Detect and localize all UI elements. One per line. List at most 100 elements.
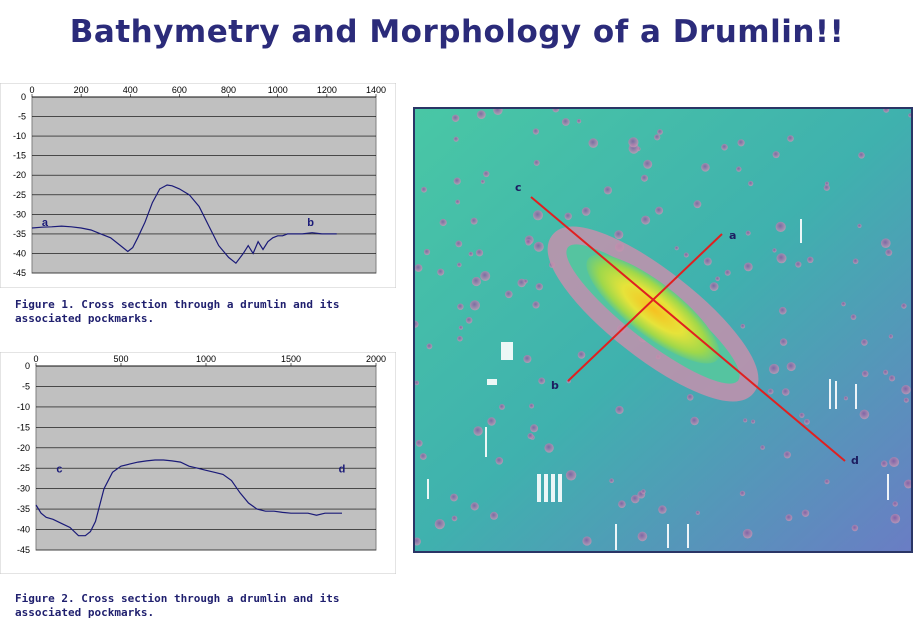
pockmark: [415, 537, 421, 546]
pockmark: [470, 502, 479, 511]
chart-2-x-tick-label: 2000: [366, 354, 386, 364]
chart-1-series-line: [31, 184, 337, 265]
pockmark: [824, 181, 830, 186]
pockmark: [480, 271, 491, 281]
pockmark: [739, 490, 746, 497]
pockmark: [533, 159, 540, 166]
pockmark: [505, 290, 513, 299]
pockmark: [657, 129, 663, 135]
pockmark: [767, 388, 774, 395]
pockmark: [455, 199, 461, 205]
chart-2-x-tick-label: 1500: [281, 354, 301, 364]
pockmark: [421, 186, 427, 193]
pockmark: [480, 179, 485, 184]
pockmark: [457, 335, 463, 342]
pockmark: [618, 500, 626, 509]
pockmark: [538, 377, 546, 385]
pockmark: [715, 276, 720, 282]
pockmark: [709, 282, 719, 291]
pockmark: [455, 240, 463, 248]
pockmark: [415, 380, 420, 386]
bathymetry-map: a b c d: [413, 107, 913, 553]
pockmark: [552, 109, 560, 113]
pockmark: [799, 412, 805, 418]
pockmark: [469, 300, 480, 311]
pockmark: [525, 239, 532, 246]
chart-1-y-tick-label: -5: [18, 112, 26, 122]
pockmark: [588, 138, 599, 148]
pockmark: [861, 339, 868, 346]
pockmark: [458, 325, 463, 330]
pockmark: [561, 118, 570, 126]
figure-1-chart-svg: 0 -5 -10 -15 -20 -25 -30 -35 -40 -45 0 200 400 600 800…: [0, 82, 397, 289]
figure-2-chart-svg: 0 -5 -10 -15 -20 -25 -30 -35 -40 -45 0 500 1000 1500 2…: [0, 351, 397, 575]
pockmark: [795, 261, 802, 268]
pockmark: [655, 206, 664, 215]
pockmark: [415, 320, 419, 328]
pockmark: [628, 137, 639, 148]
pockmark: [451, 114, 460, 122]
chart-1-y-tick-label: 0: [21, 92, 26, 102]
pockmark: [901, 385, 911, 395]
pockmark: [453, 136, 459, 142]
pockmark: [493, 109, 503, 115]
chart-1-plot-area: [31, 96, 377, 274]
pockmark: [737, 139, 745, 147]
pockmark: [419, 453, 427, 460]
pockmark: [532, 128, 539, 135]
pockmark: [564, 212, 572, 220]
chart-2-x-tick-label: 1000: [196, 354, 216, 364]
pockmark: [890, 513, 901, 524]
pockmark: [743, 418, 748, 423]
pockmark: [858, 152, 865, 159]
pockmark: [450, 493, 458, 502]
pockmark: [695, 510, 700, 515]
pockmark: [468, 251, 474, 257]
pockmark: [471, 276, 481, 287]
pockmark: [490, 511, 498, 520]
pockmark: [880, 460, 888, 468]
chart-2-annotation: d: [339, 463, 346, 475]
pockmark: [529, 403, 535, 409]
pockmark: [641, 489, 646, 494]
pockmark: [473, 426, 483, 436]
chart-2-x-tick-label: 500: [113, 354, 128, 364]
chart-2-y-tick-label: -15: [17, 422, 30, 432]
pockmark: [883, 369, 889, 375]
chart-2-y-tick-label: -35: [17, 504, 30, 514]
chart-1-x-tick-label: 400: [123, 85, 138, 95]
chart-1-y-tick-label: -20: [13, 170, 26, 180]
chart-2-y-tick-label: -45: [17, 545, 30, 555]
pockmark: [582, 536, 592, 546]
chart-2-x-tick-label: 0: [33, 354, 38, 364]
pockmark: [724, 269, 731, 276]
pockmark: [457, 303, 464, 310]
pockmark: [703, 257, 712, 266]
chart-2-annotation: c: [56, 463, 62, 475]
figure-2-caption-line-2: associated pockmarks.: [15, 606, 155, 619]
pockmark: [423, 248, 431, 256]
pockmark: [415, 264, 423, 272]
pockmark: [475, 249, 484, 257]
pockmark: [686, 394, 694, 401]
pockmark: [690, 416, 699, 426]
pockmark: [465, 317, 473, 324]
chart-1-annotation: a: [42, 217, 49, 229]
chart-1-y-tick-label: -25: [13, 190, 26, 200]
chart-1-y-tick-label: -15: [13, 151, 26, 161]
chart-2-series-line: [35, 459, 342, 537]
pockmark: [745, 230, 751, 236]
pockmark: [415, 439, 423, 447]
pockmark: [641, 174, 648, 182]
chart-1-y-tick-label: -30: [13, 209, 26, 219]
chart-1-annotation: b: [307, 217, 314, 229]
chart-1-x-tick-label: 1200: [317, 85, 337, 95]
pockmark: [641, 215, 651, 225]
pockmark: [779, 306, 787, 315]
pockmark: [801, 509, 810, 517]
figure-2-caption: Figure 2. Cross section through a drumli…: [15, 592, 340, 620]
pockmark: [807, 256, 814, 263]
pockmark: [841, 301, 846, 307]
map-label-a: a: [729, 229, 737, 242]
pockmark: [769, 363, 780, 375]
